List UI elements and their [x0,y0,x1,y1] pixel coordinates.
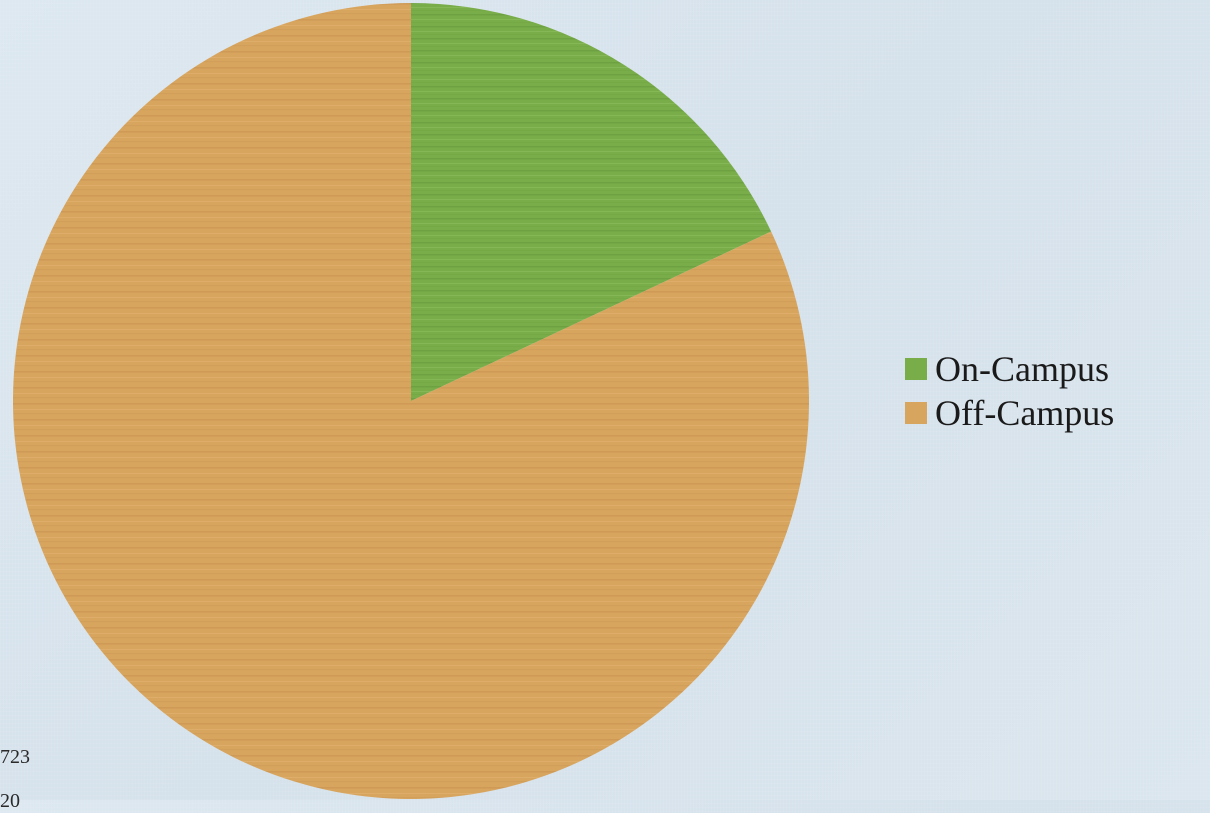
side-text-fragment: 723 [0,746,30,768]
legend-swatch-on-campus [905,358,927,380]
pie-slice-off-campus [13,3,810,799]
legend-swatch-off-campus [905,402,927,424]
legend-item-off-campus: Off-Campus [905,391,1114,435]
legend-label-on-campus: On-Campus [935,349,1109,389]
side-text-fragment: 20 [0,790,20,812]
chart-legend: On-Campus Off-Campus [905,347,1114,435]
legend-label-off-campus: Off-Campus [935,393,1115,433]
legend-item-on-campus: On-Campus [905,347,1114,391]
pie-slice-on-campus [411,3,772,401]
